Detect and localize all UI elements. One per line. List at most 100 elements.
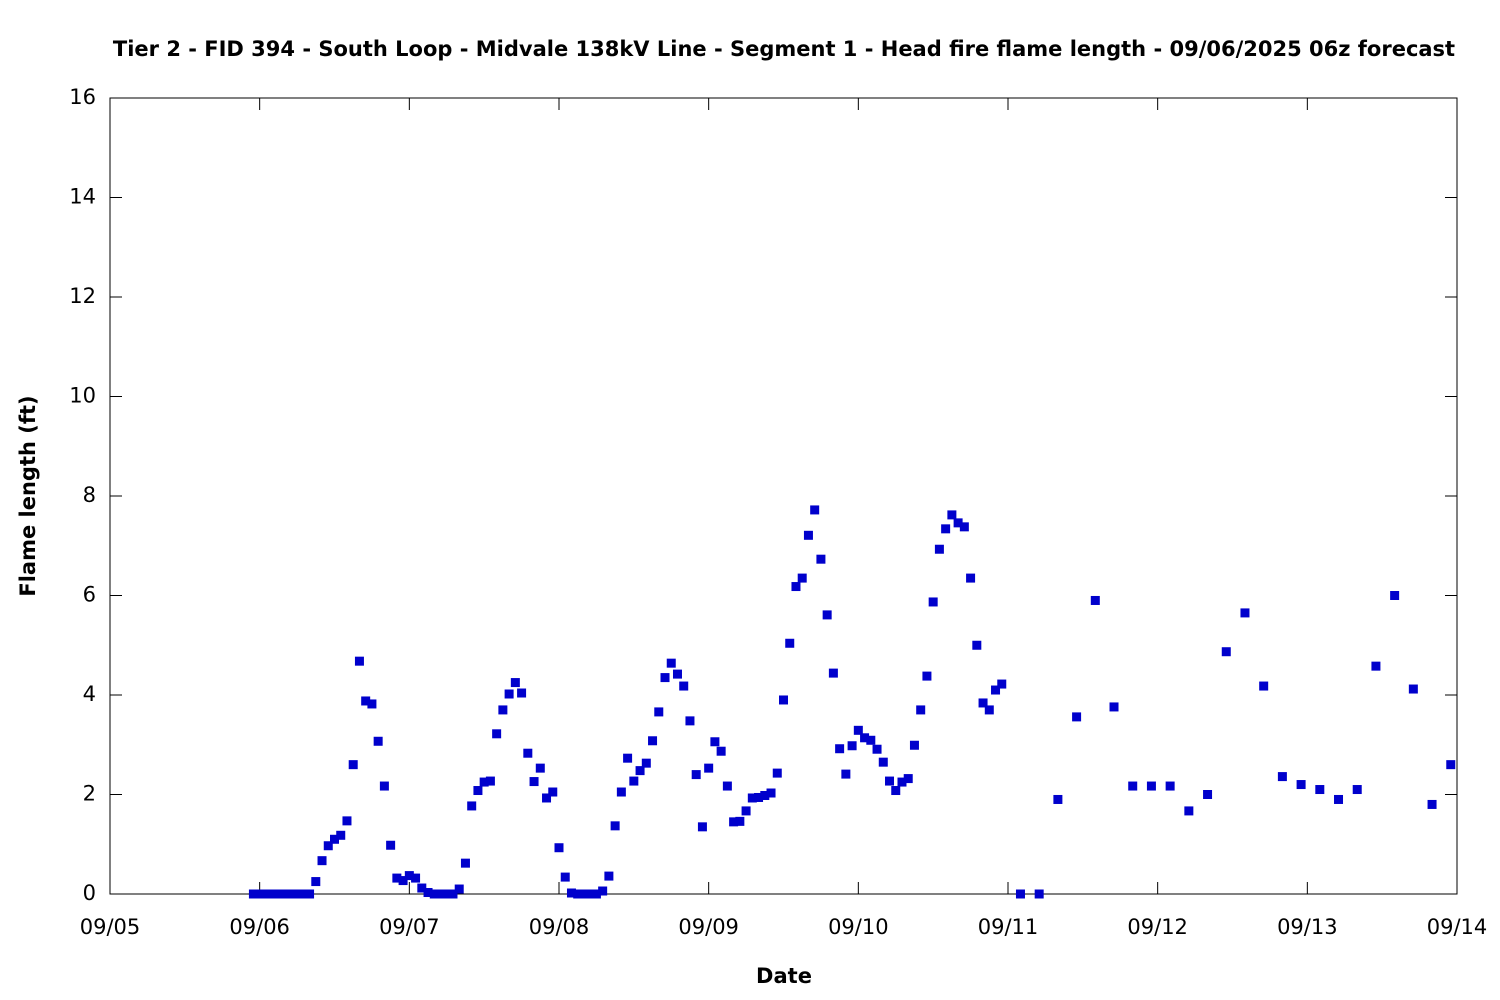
point — [641, 758, 651, 768]
point — [436, 889, 446, 899]
point — [816, 554, 826, 564]
point — [635, 766, 645, 776]
point — [1315, 785, 1325, 795]
point — [941, 524, 951, 534]
y-tick-label: 4 — [83, 682, 96, 706]
point — [610, 821, 620, 831]
point — [953, 518, 963, 528]
point — [361, 696, 371, 706]
point — [947, 510, 957, 520]
point — [1240, 608, 1250, 618]
point — [460, 858, 470, 868]
point — [878, 757, 888, 767]
point — [566, 888, 576, 898]
point — [523, 748, 533, 758]
x-axis-label: Date — [756, 964, 812, 988]
point — [292, 889, 302, 899]
point — [485, 776, 495, 786]
point — [1408, 684, 1418, 694]
point — [729, 817, 739, 827]
point — [1128, 781, 1138, 791]
point — [286, 889, 296, 899]
point — [336, 830, 346, 840]
point — [298, 889, 308, 899]
point — [535, 763, 545, 773]
point — [404, 871, 414, 881]
point — [392, 873, 402, 883]
point — [710, 737, 720, 747]
point — [1390, 591, 1400, 600]
point — [517, 688, 527, 698]
point — [860, 733, 870, 743]
point — [1015, 889, 1025, 899]
point — [248, 889, 258, 899]
point — [1259, 681, 1269, 691]
point — [697, 822, 707, 832]
point — [1427, 799, 1437, 809]
point — [448, 889, 458, 899]
point — [822, 610, 832, 620]
point — [560, 872, 570, 882]
point — [454, 884, 464, 894]
point — [791, 582, 801, 592]
y-tick-label: 0 — [83, 881, 96, 905]
point — [311, 877, 321, 887]
point — [766, 788, 776, 798]
y-tick-label: 6 — [83, 583, 96, 607]
x-tick-label: 09/13 — [1277, 915, 1338, 939]
point — [872, 744, 882, 754]
point — [909, 740, 919, 750]
point — [903, 774, 913, 784]
point — [629, 776, 639, 786]
point — [386, 840, 396, 850]
point — [573, 889, 583, 899]
point — [897, 777, 907, 787]
point — [916, 705, 926, 715]
point — [261, 889, 271, 899]
point — [1109, 702, 1119, 712]
point — [591, 889, 601, 899]
point — [305, 889, 315, 899]
point — [554, 843, 564, 853]
y-tick-label: 2 — [83, 782, 96, 806]
point — [772, 768, 782, 778]
point — [1334, 794, 1344, 804]
point — [548, 787, 558, 797]
point — [255, 889, 265, 899]
point — [367, 699, 377, 709]
point — [1165, 781, 1175, 791]
point — [423, 888, 433, 898]
point — [716, 746, 726, 756]
point — [835, 744, 845, 754]
point — [828, 668, 838, 678]
point — [672, 669, 682, 679]
point — [866, 735, 876, 745]
point — [984, 705, 994, 715]
point — [504, 689, 514, 699]
y-tick-label: 8 — [83, 483, 96, 507]
point — [847, 741, 857, 751]
point — [891, 786, 901, 796]
point — [498, 705, 508, 715]
point — [623, 753, 633, 763]
point — [747, 793, 757, 803]
point — [691, 770, 701, 780]
point — [330, 834, 339, 844]
point — [654, 707, 664, 717]
point — [997, 679, 1007, 689]
x-tick-label: 09/06 — [229, 915, 290, 939]
point — [429, 889, 439, 899]
point — [760, 790, 770, 800]
x-tick-label: 09/12 — [1127, 915, 1188, 939]
point — [442, 889, 452, 899]
point — [467, 801, 477, 811]
point — [585, 889, 595, 899]
point — [1221, 647, 1231, 657]
point — [991, 685, 1001, 695]
point — [1090, 595, 1100, 605]
point — [679, 681, 689, 691]
point — [342, 816, 352, 826]
point — [479, 777, 489, 787]
